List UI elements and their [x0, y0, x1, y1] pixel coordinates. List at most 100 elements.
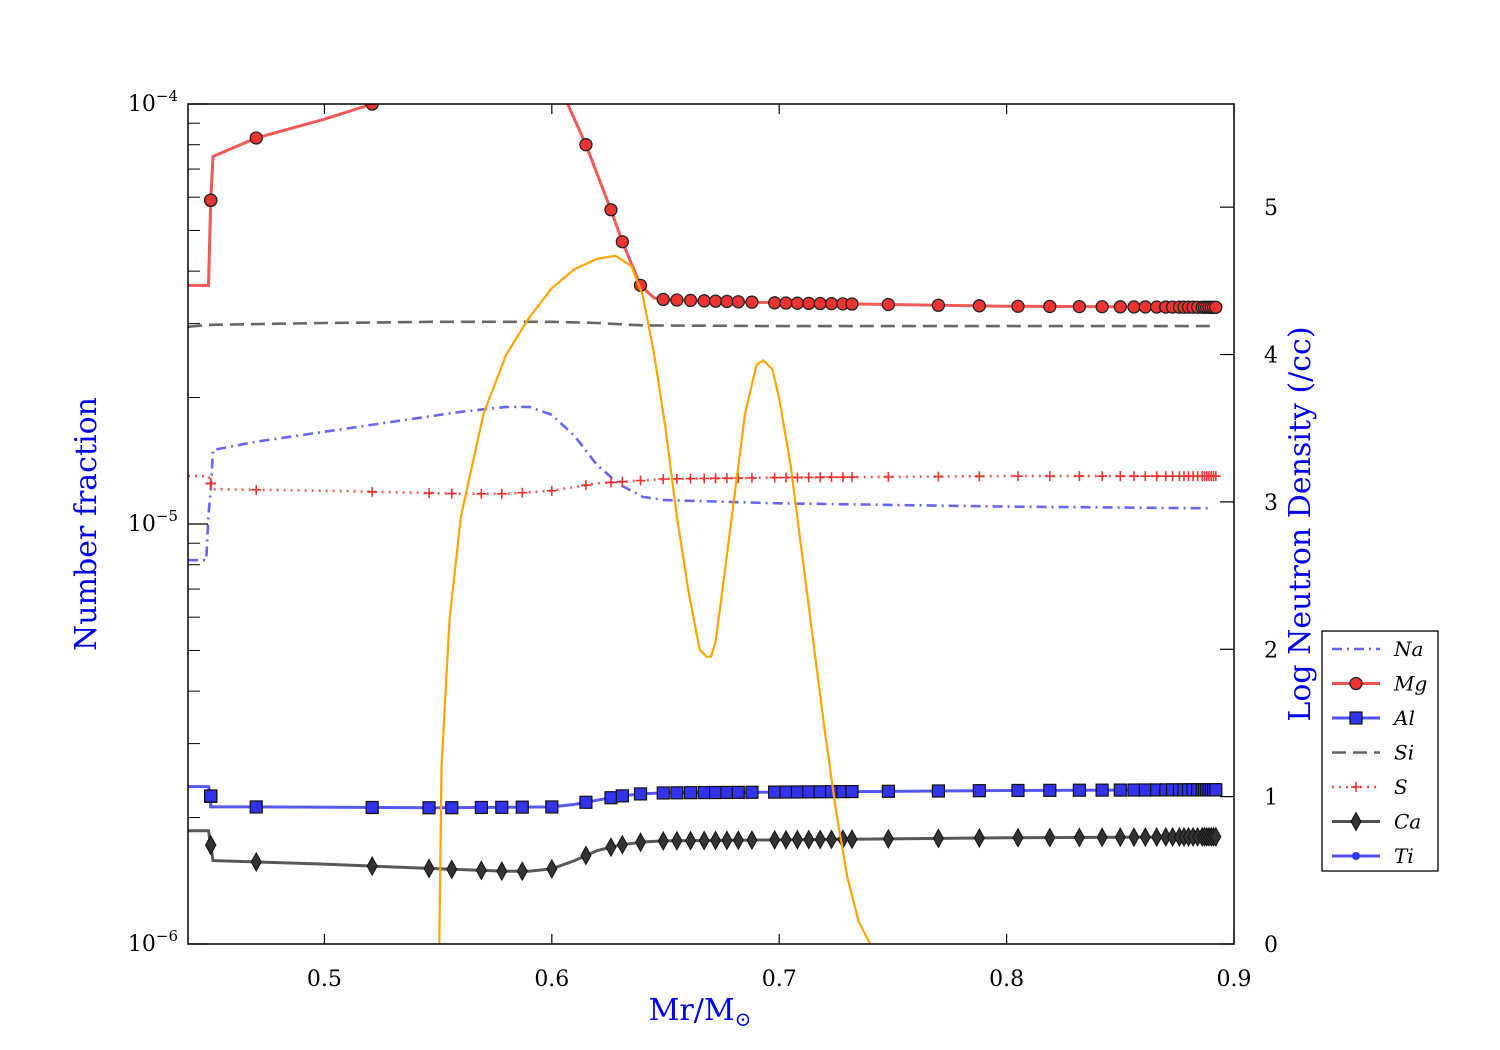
marker-s-12 — [546, 485, 557, 496]
marker-s-4 — [205, 478, 216, 489]
y-tick-label-0: 10−6 — [128, 927, 178, 957]
marker-mg-40 — [1113, 300, 1127, 314]
marker-al-38 — [1072, 783, 1086, 797]
marker-ca-13 — [580, 845, 592, 866]
marker-ca-33 — [882, 828, 894, 849]
x-axis-title-main: Mr/M — [649, 993, 735, 1028]
legend-marker-ca — [1350, 811, 1362, 832]
legend: Na Mg Al Si S Ca Ti — [1321, 630, 1439, 872]
marker-s-42 — [1140, 471, 1151, 482]
legend-marker-al — [1349, 711, 1363, 725]
marker-s-11 — [517, 487, 528, 498]
x-tick-label-3: 0.8 — [989, 967, 1024, 992]
marker-mg-24 — [745, 295, 759, 309]
marker-al-21 — [708, 785, 723, 800]
marker-mg-7 — [423, 84, 435, 96]
y2-tick-label-1: 1 — [1264, 786, 1278, 811]
marker-mg-5 — [249, 131, 263, 145]
y2-tick-label-5: 5 — [1264, 196, 1278, 221]
marker-mg-22 — [720, 294, 734, 309]
marker-mg-10 — [496, 77, 508, 89]
marker-mg-34 — [931, 298, 946, 312]
marker-ca-11 — [516, 861, 528, 882]
marker-mg-33 — [881, 297, 896, 312]
y-tick-label-1: 10−5 — [128, 507, 178, 537]
marker-mg-13 — [579, 138, 593, 152]
legend-marker-mg — [1349, 676, 1363, 691]
marker-mg-38 — [1072, 299, 1087, 314]
marker-s-15 — [617, 476, 628, 487]
legend-label-ca: Ca — [1394, 810, 1421, 834]
legend-label-na: Na — [1393, 637, 1423, 661]
marker-al-4 — [204, 789, 218, 803]
marker-al-8 — [445, 801, 459, 815]
legend-box — [1321, 630, 1439, 872]
series-line-na — [188, 405, 1212, 562]
marker-al-40 — [1113, 783, 1127, 797]
marker-s-32 — [846, 472, 857, 483]
marker-s-29 — [815, 472, 826, 483]
x-tick-label-0: 0.5 — [307, 967, 342, 992]
marker-al-28 — [802, 785, 816, 799]
series-ca — [188, 826, 1222, 882]
marker-s-6 — [367, 486, 378, 497]
marker-s-18 — [671, 473, 682, 484]
marker-ca-38 — [1073, 827, 1085, 848]
y-tick-exp-1: −5 — [156, 507, 178, 525]
marker-ca-40 — [1114, 827, 1126, 848]
marker-mg-17 — [656, 292, 670, 307]
marker-s-20 — [699, 473, 710, 484]
marker-al-9 — [474, 800, 488, 815]
marker-al-20 — [697, 785, 711, 800]
y-axis-title: Number fraction — [69, 397, 104, 651]
marker-al-32 — [845, 784, 859, 799]
y-tick-base-0: 10 — [128, 932, 156, 957]
marker-al-42 — [1138, 783, 1152, 797]
y-tick-base-1: 10 — [128, 512, 156, 537]
marker-s-43 — [1151, 471, 1162, 482]
marker-mg-15 — [615, 235, 629, 249]
marker-ca-10 — [496, 861, 508, 882]
marker-ca-5 — [250, 851, 262, 872]
marker-ca-12 — [546, 858, 558, 879]
y2-tick-label-0: 0 — [1264, 933, 1278, 958]
marker-ca-34 — [932, 828, 944, 849]
marker-mg-30 — [824, 297, 839, 311]
marker-al-22 — [720, 785, 734, 800]
marker-s-14 — [605, 477, 616, 488]
marker-al-39 — [1095, 783, 1109, 797]
x-axis-title: Mr/M⊙ — [649, 993, 752, 1031]
marker-mg-42 — [1138, 300, 1152, 314]
series-si — [188, 320, 1212, 328]
marker-s-7 — [424, 488, 435, 499]
marker-mg-29 — [813, 296, 827, 311]
marker-s-26 — [781, 472, 792, 483]
marker-mg-23 — [731, 295, 745, 309]
marker-ca-20 — [698, 830, 710, 851]
marker-ca-9 — [475, 860, 487, 881]
marker-ca-35 — [973, 828, 985, 849]
marker-al-15 — [615, 789, 629, 803]
marker-s-8 — [446, 488, 457, 499]
marker-ca-39 — [1096, 827, 1108, 848]
marker-mg-28 — [802, 296, 816, 311]
marker-ca-43 — [1151, 827, 1163, 848]
marker-s-10 — [496, 488, 507, 499]
marker-al-13 — [579, 795, 593, 809]
marker-s-21 — [710, 473, 721, 484]
marker-al-19 — [683, 786, 698, 800]
plot-frame — [187, 103, 1235, 945]
y2-axis-title: Log Neutron Density (/cc) — [1283, 326, 1318, 721]
marker-al-37 — [1043, 783, 1057, 797]
y2-tick-label-2: 2 — [1264, 638, 1278, 663]
marker-al-6 — [365, 800, 379, 815]
marker-al-17 — [656, 786, 670, 800]
marker-s-33 — [883, 471, 894, 482]
x-tick-label-1: 0.6 — [534, 967, 569, 992]
marker-s-16 — [635, 475, 646, 486]
marker-s-13 — [580, 480, 591, 491]
marker-al-26 — [779, 785, 793, 799]
series-al — [188, 783, 1223, 815]
marker-mg-27 — [790, 296, 805, 310]
